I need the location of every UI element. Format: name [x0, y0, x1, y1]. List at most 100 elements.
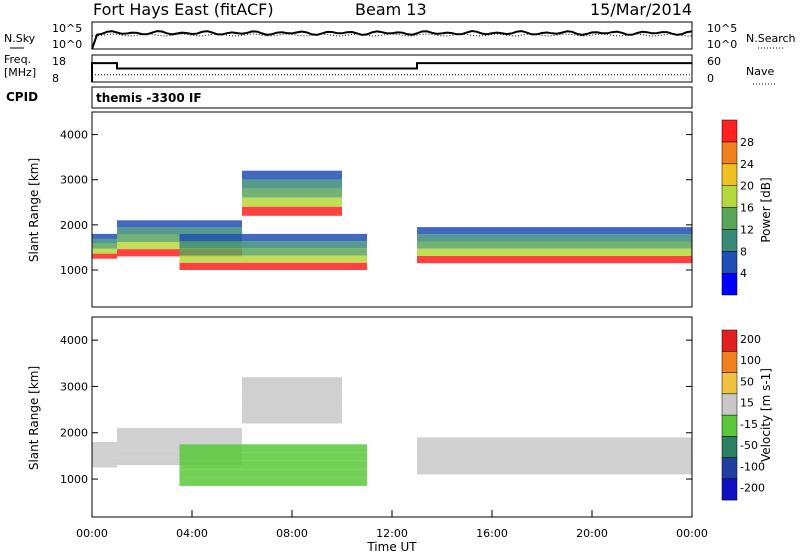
- x-tick-label-2: 08:00: [276, 527, 308, 540]
- power-y-axis-label: Slant Range [km]: [27, 158, 41, 262]
- colorbar-swatch-1: [721, 457, 738, 480]
- echo-band-4-stripe-0: [417, 437, 692, 445]
- echo-band-4: [417, 227, 692, 264]
- echo-band-3-stripe-3: [179, 469, 367, 478]
- noise-panel: N.Sky 10^5 10^0 10^5 10^0 N.Search: [4, 21, 796, 51]
- power-panel-frame: [91, 111, 693, 308]
- noise-search-label: N.Search: [746, 32, 796, 45]
- power-panel: 1000 2000 3000 4000 Slant Range [km] 4 8 12 16…: [27, 111, 773, 308]
- power-colorbar-label: Power [dB]: [759, 177, 773, 242]
- x-tick-label-3: 12:00: [376, 527, 408, 540]
- nave-right-tick-bottom: 0: [707, 72, 714, 85]
- cpid-label: CPID: [6, 90, 38, 104]
- date-label: 15/Mar/2014: [590, 0, 692, 19]
- colorbar-swatch-0: [721, 272, 738, 296]
- echo-band-2-stripe-0: [242, 377, 342, 387]
- colorbar-swatch-6: [721, 351, 738, 373]
- echo-band-2-stripe-3: [242, 197, 342, 207]
- echo-band-3: [179, 444, 367, 486]
- echo-band-0-stripe-1: [92, 447, 117, 453]
- echo-band-4-stripe-2: [417, 241, 692, 249]
- echo-band-4-stripe-1: [417, 234, 692, 242]
- colorbar-swatch-2: [721, 436, 738, 458]
- x-tick-label-4: 16:00: [476, 527, 508, 540]
- echo-band-3: [179, 233, 367, 270]
- echo-band-1-stripe-0: [117, 220, 242, 228]
- x-tick-label-0: 00:00: [76, 527, 108, 540]
- echo-band-1-stripe-0: [117, 428, 242, 436]
- colorbar-tick-2: 50: [740, 375, 754, 388]
- velocity-panel: 1000 2000 3000 4000 00:00 04:00 08:00 12:00 16:…: [27, 316, 773, 554]
- echo-band-3-stripe-2: [179, 248, 367, 256]
- y-tick-label-0: 1000: [60, 473, 88, 486]
- velocity-y-ticks: 1000 2000 3000 4000: [60, 334, 692, 486]
- y-tick-label-2: 3000: [60, 174, 88, 187]
- echo-band-4-stripe-4: [417, 256, 692, 264]
- echo-band-1-stripe-1: [117, 227, 242, 235]
- echo-band-2-stripe-1: [242, 386, 342, 396]
- x-tick-label-6: 00:00: [676, 527, 708, 540]
- time-axis-label: Time UT: [366, 540, 417, 554]
- cpid-panel-frame: [91, 86, 693, 109]
- colorbar-swatch-1: [721, 251, 738, 274]
- cpid-panel: CPID themis -3300 IF: [6, 86, 693, 109]
- colorbar-tick-2: 12: [740, 223, 754, 236]
- colorbar-swatch-6: [721, 141, 738, 165]
- noise-right-tick-bottom: 10^0: [707, 38, 737, 51]
- echo-band-0-stripe-0: [92, 233, 117, 239]
- colorbar-tick-4: -15: [740, 418, 758, 431]
- colorbar-swatch-0: [721, 478, 738, 501]
- echo-band-0-stripe-2: [92, 243, 117, 249]
- y-tick-label-1: 2000: [60, 427, 88, 440]
- colorbar-tick-6: -100: [740, 460, 765, 473]
- y-tick-label-1: 2000: [60, 219, 88, 232]
- colorbar-swatch-4: [721, 185, 738, 208]
- echo-band-3-stripe-1: [179, 241, 367, 249]
- echo-band-3-stripe-3: [179, 255, 367, 263]
- y-tick-label-0: 1000: [60, 264, 88, 277]
- echo-band-4-stripe-4: [417, 467, 692, 475]
- y-tick-label-2: 3000: [60, 380, 88, 393]
- echo-band-3-stripe-4: [179, 477, 367, 486]
- colorbar-tick-5: 24: [740, 158, 754, 171]
- echo-band-2: [242, 377, 342, 424]
- echo-band-0-stripe-1: [92, 238, 117, 244]
- velocity-echo-bands: [92, 377, 692, 486]
- echo-band-4: [417, 437, 692, 475]
- colorbar-swatch-3: [721, 414, 738, 437]
- echo-band-3-stripe-0: [179, 233, 367, 242]
- colorbar-tick-1: 100: [740, 354, 761, 367]
- echo-band-4-stripe-0: [417, 227, 692, 235]
- colorbar-tick-4: 20: [740, 180, 754, 193]
- power-colorbar: 4 8 12 16 20 24 28: [721, 119, 754, 296]
- colorbar-tick-5: -50: [740, 439, 758, 452]
- velocity-y-axis-label: Slant Range [km]: [27, 366, 41, 470]
- echo-band-0-stripe-3: [92, 248, 117, 254]
- echo-band-4-stripe-3: [417, 459, 692, 467]
- echo-band-3-stripe-2: [179, 461, 367, 470]
- echo-band-0-stripe-0: [92, 442, 117, 448]
- colorbar-swatch-3: [721, 207, 738, 230]
- noise-panel-frame: [91, 21, 693, 50]
- noise-left-tick-bottom: 10^0: [52, 38, 82, 51]
- echo-band-0: [92, 233, 117, 259]
- echo-band-0-stripe-3: [92, 457, 117, 463]
- colorbar-swatch-5: [721, 163, 738, 186]
- y-tick-label-3: 4000: [60, 129, 88, 142]
- colorbar-tick-6: 28: [740, 136, 754, 149]
- velocity-colorbar-label: Velocity [m s-1]: [759, 368, 773, 462]
- echo-band-2: [242, 170, 342, 216]
- colorbar-tick-0: 4: [740, 267, 747, 280]
- nave-right-tick-top: 60: [707, 55, 721, 68]
- noise-left-tick-top: 10^5: [52, 22, 82, 35]
- colorbar-tick-3: 16: [740, 202, 754, 215]
- nave-label: Nave: [746, 65, 774, 78]
- echo-band-2-stripe-2: [242, 395, 342, 405]
- freq-step-line: [91, 62, 692, 82]
- freq-unit-label: [MHz]: [4, 66, 36, 79]
- beam-label: Beam 13: [355, 0, 427, 19]
- echo-band-2-stripe-4: [242, 414, 342, 424]
- velocity-colorbar: 200 100 50 15 -15 -50 -100 -200: [721, 329, 765, 501]
- freq-label: Freq.: [4, 53, 31, 66]
